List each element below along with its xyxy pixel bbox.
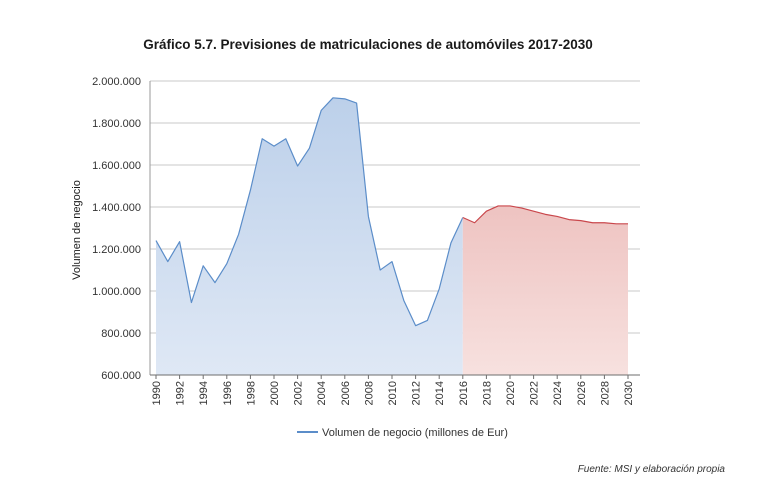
x-tick-label: 2012 <box>411 381 423 405</box>
y-tick-label: 1.600.000 <box>92 160 141 172</box>
x-tick-label: 2026 <box>576 381 588 405</box>
x-tick-label: 2002 <box>293 381 305 405</box>
x-tick-label: 2022 <box>529 381 541 405</box>
x-tick-labels: 1990 1992 1994 1996 1998 2000 2002 2004 2006 2008… <box>151 375 635 405</box>
y-tick-label: 1.400.000 <box>92 202 141 214</box>
source-note: Fuente: MSI y elaboración propia <box>577 464 725 475</box>
x-tick-label: 2008 <box>363 381 375 405</box>
x-tick-label: 2010 <box>387 381 399 405</box>
series-area-0 <box>156 97 463 376</box>
area-layer <box>155 97 628 376</box>
x-tick-label: 2020 <box>505 381 517 405</box>
series-line-1 <box>462 205 628 225</box>
y-tick-label: 1.800.000 <box>92 118 141 130</box>
y-axis-label: Volumen de negocio <box>71 180 83 280</box>
y-tick-labels: 600.000 800.000 1.000.000 1.200.000 1.400.00… <box>92 76 141 382</box>
x-tick-label: 2028 <box>599 381 611 405</box>
x-tick-label: 2000 <box>269 381 281 405</box>
series-line-0 <box>155 97 464 327</box>
y-tick-label: 600.000 <box>101 370 141 382</box>
legend-label: Volumen de negocio (millones de Eur) <box>322 427 508 439</box>
legend: Volumen de negocio (millones de Eur) <box>297 427 508 439</box>
x-tick-label: 1994 <box>198 381 210 405</box>
y-tick-label: 800.000 <box>101 328 141 340</box>
x-tick-label: 1992 <box>175 381 187 405</box>
x-tick-label: 2018 <box>481 381 493 405</box>
x-tick-label: 2030 <box>623 381 635 405</box>
axes <box>149 81 640 376</box>
x-tick-label: 2014 <box>434 381 446 405</box>
chart-title: Gráfico 5.7. Previsiones de matriculacio… <box>143 37 593 52</box>
x-tick-label: 1996 <box>222 381 234 405</box>
y-tick-label: 2.000.000 <box>92 76 141 88</box>
series-area-1 <box>462 205 628 375</box>
y-tick-label: 1.200.000 <box>92 244 141 256</box>
x-tick-label: 1990 <box>151 381 163 405</box>
x-tick-label: 2006 <box>340 381 352 405</box>
x-tick-label: 2016 <box>458 381 470 405</box>
y-tick-label: 1.000.000 <box>92 286 141 298</box>
x-tick-label: 2004 <box>316 381 328 405</box>
x-tick-label: 2024 <box>552 381 564 405</box>
x-tick-label: 1998 <box>245 381 257 405</box>
